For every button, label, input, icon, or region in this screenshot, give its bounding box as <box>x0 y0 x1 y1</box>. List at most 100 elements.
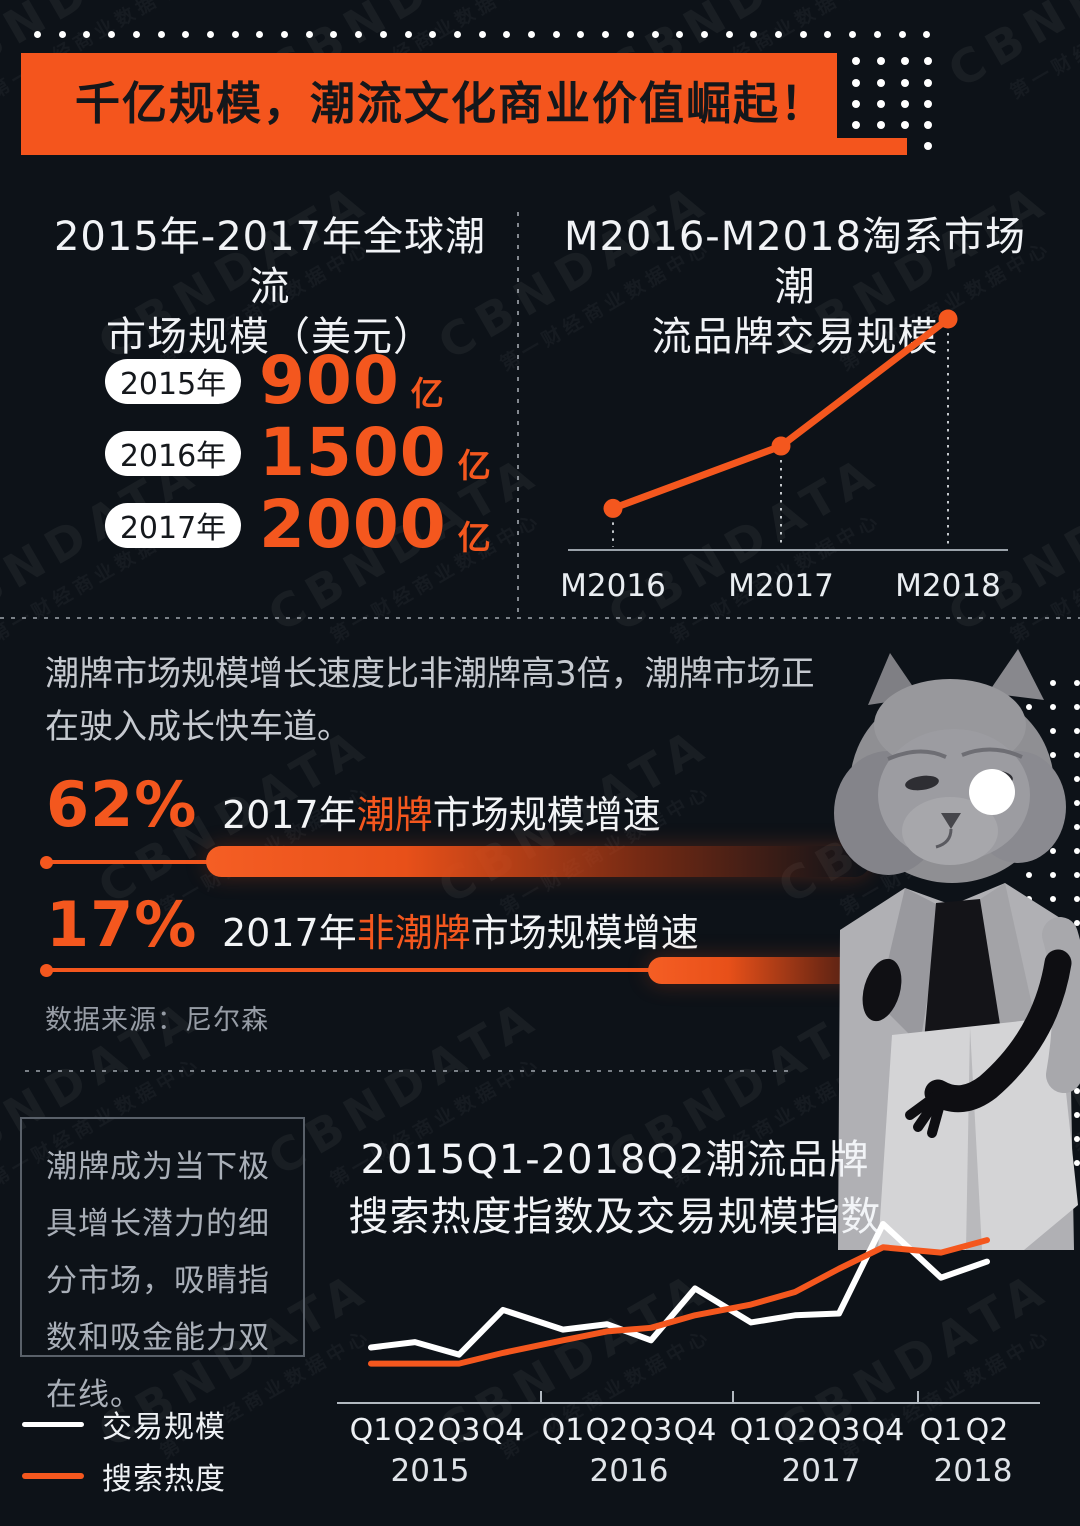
stat-bar-dot <box>40 964 53 977</box>
quarter-label: Q3 <box>630 1413 673 1448</box>
black-top <box>924 899 1002 1041</box>
stat-prefix: 2017年 <box>222 911 357 955</box>
top-row-dot <box>58 31 66 38</box>
top-row-dot <box>132 31 140 38</box>
top-row-dot <box>626 31 634 38</box>
year-pill: 2015年 <box>105 358 241 404</box>
stat-suffix: 市场规模增速 <box>470 911 699 955</box>
right-grid-dot <box>1074 896 1080 902</box>
right-grid-dot <box>1074 800 1080 806</box>
top-row-dot <box>676 31 684 38</box>
stat-percent-nontrend: 17% <box>46 888 198 961</box>
banner-grid-dot <box>852 121 860 129</box>
top-row-dot <box>775 31 782 38</box>
year-label: 2017 <box>782 1453 861 1489</box>
top-row-dot <box>923 31 931 38</box>
right-grid-dot <box>1074 848 1080 854</box>
banner-grid-dot <box>924 142 932 150</box>
cat-brow-right <box>961 747 1023 759</box>
cat-body <box>838 883 1080 1250</box>
right-grid-dot <box>1074 920 1080 926</box>
top-row-dot <box>750 31 758 38</box>
banner-grid-dot <box>852 79 860 87</box>
top-row-dot <box>231 31 239 38</box>
x-tick-label: M2017 <box>728 568 834 604</box>
top-row-dot <box>849 31 857 38</box>
legend-label: 交易规模 <box>102 1410 226 1445</box>
quarter-label: Q3 <box>818 1413 861 1448</box>
x-tick-label: M2018 <box>895 568 1001 604</box>
stat-label-trend: 2017年潮牌市场规模增速 <box>222 784 661 839</box>
stat-prefix: 2017年 <box>222 793 357 837</box>
stat-highlight: 非潮牌 <box>356 911 471 955</box>
top-row-dot <box>799 31 807 38</box>
quarter-label: Q2 <box>774 1413 817 1448</box>
year-pill: 2017年 <box>105 502 241 548</box>
top-row-dot <box>552 31 560 38</box>
banner-grid-dot <box>924 121 932 129</box>
right-grid-dot <box>1074 752 1080 758</box>
top-row-dot <box>873 31 881 38</box>
top-row-dot <box>330 31 338 38</box>
right-grid-dot <box>1074 824 1080 830</box>
market-unit: 亿 <box>457 518 491 557</box>
trade-volume-line <box>368 1221 990 1358</box>
horizontal-dashed-divider <box>0 617 1080 619</box>
global-market-title: 2015年-2017年全球潮流 市场规模（美元） <box>35 212 505 362</box>
stat-bar-dot <box>40 856 53 869</box>
stat-suffix: 市场规模增速 <box>432 793 661 837</box>
market-row-2016: 2016年 1500 亿 <box>105 420 491 486</box>
banner-grid-dot <box>852 100 860 108</box>
stat-percent-trend: 62% <box>46 768 198 841</box>
x-tick-label: M2016 <box>560 568 666 604</box>
vertical-dashed-divider <box>517 212 519 617</box>
cat-ear-right <box>988 649 1044 700</box>
right-grid-dot <box>1074 1136 1080 1142</box>
top-row-dot <box>824 31 832 38</box>
top-row-dot <box>34 31 41 38</box>
quarter-label: Q4 <box>674 1413 717 1448</box>
banner-grid-dot <box>877 79 885 87</box>
market-unit: 亿 <box>457 446 491 485</box>
market-value: 900 <box>259 342 400 419</box>
quarter-label: Q4 <box>862 1413 905 1448</box>
legend-search-heat: 搜索热度 <box>22 1454 226 1498</box>
right-grid-dot <box>1050 728 1056 734</box>
year-label: 2016 <box>590 1453 669 1489</box>
banner-step-shape <box>837 138 907 155</box>
top-row-dot <box>725 31 733 38</box>
bottom-chart-title-line1: 2015Q1-2018Q2潮流品牌 <box>360 1137 870 1183</box>
banner-background <box>21 53 837 155</box>
page-title: 千亿规模，潮流文化商业价值崛起！ <box>75 77 828 130</box>
top-dots-row <box>0 0 1080 60</box>
market-row-2015: 2015年 900 亿 <box>105 342 444 419</box>
top-row-dot <box>108 31 116 38</box>
quarter-label: Q1 <box>730 1413 773 1448</box>
quarter-label: Q3 <box>438 1413 481 1448</box>
bottom-chart-title: 2015Q1-2018Q2潮流品牌 搜索热度指数及交易规模指数 <box>330 1132 900 1246</box>
top-row-dot <box>478 31 486 38</box>
cat-mouth <box>935 828 953 849</box>
data-point-dot <box>938 309 958 329</box>
quarter-label: Q2 <box>586 1413 629 1448</box>
cat-nose <box>941 813 961 829</box>
top-row-dot <box>256 31 264 38</box>
taobao-market-title-line1: M2016-M2018淘系市场潮 <box>563 214 1027 310</box>
lower-dashed-divider <box>25 1070 790 1072</box>
top-row-dot <box>577 31 585 38</box>
quarter-label: Q1 <box>350 1413 393 1448</box>
global-market-title-line1: 2015年-2017年全球潮流 <box>53 214 487 310</box>
top-row-dot <box>83 31 91 38</box>
banner-dot-grid <box>0 0 1080 200</box>
right-grid-dot <box>1050 704 1056 710</box>
taobao-market-title-line2: 流品牌交易规模 <box>651 314 939 360</box>
top-row-dot <box>429 31 437 38</box>
year-pill: 2016年 <box>105 430 241 476</box>
blazer-sleeve <box>1042 917 1080 1093</box>
quarter-label: Q2 <box>966 1413 1009 1448</box>
market-unit: 亿 <box>410 374 444 413</box>
right-grid-dot <box>1074 1112 1080 1118</box>
right-grid-dot <box>1050 872 1056 878</box>
cat-model-photo <box>834 649 1080 1250</box>
right-grid-dot <box>1026 872 1032 878</box>
